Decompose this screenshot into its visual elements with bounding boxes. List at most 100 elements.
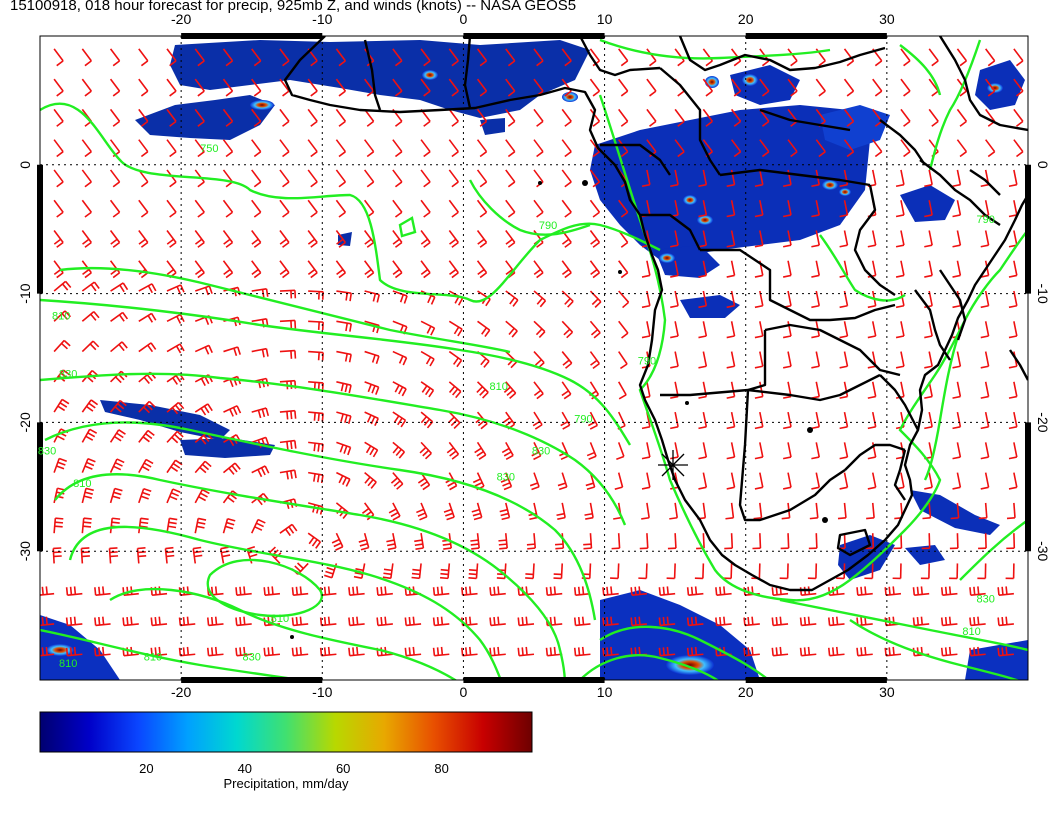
- wind-barb: [611, 533, 621, 550]
- wind-barb: [348, 586, 365, 596]
- wind-barb: [730, 78, 742, 97]
- wind-barb: [138, 517, 149, 534]
- wind-barb: [279, 108, 290, 127]
- wind-barb: [588, 411, 599, 430]
- wind-barb: [815, 78, 826, 97]
- wind-barb: [307, 139, 318, 158]
- wind-barb: [715, 586, 732, 596]
- wind-barb: [476, 260, 488, 279]
- wind-barb: [827, 646, 845, 657]
- lat-tick-label: -10: [17, 283, 33, 303]
- wind-barb: [392, 48, 403, 67]
- wind-barb: [980, 230, 990, 248]
- wind-barb: [235, 646, 252, 657]
- wind-barb: [533, 48, 544, 67]
- wind-barb: [251, 230, 262, 248]
- wind-barb: [997, 586, 1014, 596]
- wind-barb: [110, 282, 129, 293]
- wind-barb: [754, 230, 764, 248]
- wind-barb: [166, 169, 177, 188]
- wind-barb: [414, 533, 425, 551]
- wind-barb: [554, 533, 565, 550]
- wind-barb: [364, 381, 380, 395]
- wind-barb: [726, 290, 736, 309]
- wind-barb: [109, 169, 121, 188]
- wind-barb: [782, 351, 792, 369]
- wind-barb: [40, 646, 55, 657]
- wind-barb: [81, 428, 98, 443]
- wind-barb: [811, 381, 821, 399]
- wind-barb: [81, 199, 92, 218]
- wind-barb: [364, 290, 380, 303]
- wind-barb: [166, 139, 177, 158]
- lat-tick-label: -20: [17, 412, 33, 432]
- wind-barb: [893, 533, 903, 550]
- wind-barb: [94, 586, 111, 596]
- wind-barb: [754, 321, 764, 339]
- wind-barb: [900, 48, 911, 67]
- wind-barb: [924, 200, 933, 218]
- wind-barb: [166, 284, 185, 295]
- lon-tick-label: -20: [171, 11, 191, 27]
- wind-barbs: [40, 48, 1024, 657]
- wind-barb: [263, 586, 281, 596]
- top-lon-ticks: -20 -10 0 10 20 30: [171, 11, 895, 27]
- wind-barb: [476, 78, 488, 97]
- contour-label: 790: [574, 413, 592, 425]
- contour-label: 830: [243, 652, 261, 664]
- wind-barb: [827, 616, 845, 627]
- wind-barb: [715, 616, 732, 627]
- wind-barb: [839, 290, 849, 309]
- wind-barb: [618, 320, 629, 339]
- wind-barb: [526, 533, 537, 550]
- wind-barb: [865, 533, 875, 550]
- wind-barb: [726, 260, 736, 278]
- wind-barb: [895, 200, 905, 218]
- wind-barb: [194, 230, 205, 248]
- wind-barb: [658, 646, 676, 657]
- wind-barb: [194, 139, 205, 158]
- wind-barb: [222, 260, 234, 279]
- wind-barb: [753, 502, 763, 520]
- lon-tick-label: 0: [460, 684, 468, 700]
- wind-barb: [476, 48, 488, 67]
- wind-barb: [561, 108, 572, 127]
- wind-barb: [674, 108, 685, 127]
- wind-barb: [780, 533, 790, 550]
- wind-barb: [667, 533, 677, 550]
- wind-barb: [476, 139, 488, 158]
- wind-barb: [477, 320, 491, 338]
- lat-tick-label: -30: [1035, 541, 1051, 561]
- wind-barb: [138, 429, 155, 443]
- wind-barb: [109, 78, 121, 97]
- wind-barb: [448, 169, 459, 188]
- wind-barb: [545, 646, 563, 657]
- wind-barb: [348, 646, 365, 657]
- wind-barb: [924, 472, 933, 490]
- wind-barb: [166, 230, 177, 248]
- wind-barb: [949, 563, 959, 580]
- wind-barb: [194, 199, 205, 218]
- wind-barb: [279, 319, 297, 329]
- wind-barb: [754, 411, 764, 430]
- wind-barb: [1013, 78, 1024, 97]
- wind-barb: [980, 472, 990, 490]
- contour-label: 790: [638, 355, 656, 367]
- wind-barb: [505, 169, 516, 188]
- wind-barb: [364, 441, 379, 458]
- wind-barb: [53, 78, 64, 97]
- wind-barb: [319, 616, 337, 627]
- wind-barb: [618, 48, 629, 67]
- wind-barb: [279, 260, 290, 279]
- wind-barb: [308, 320, 324, 331]
- wind-barb: [392, 290, 408, 304]
- wind-barb: [856, 646, 873, 657]
- wind-barb: [759, 139, 770, 158]
- wind-barb: [138, 199, 149, 218]
- lon-tick-label: -20: [171, 684, 191, 700]
- wind-barb: [980, 381, 990, 399]
- wind-barb: [468, 563, 479, 580]
- wind-barb: [251, 78, 262, 97]
- wind-barb: [723, 563, 733, 580]
- wind-barb: [867, 321, 877, 339]
